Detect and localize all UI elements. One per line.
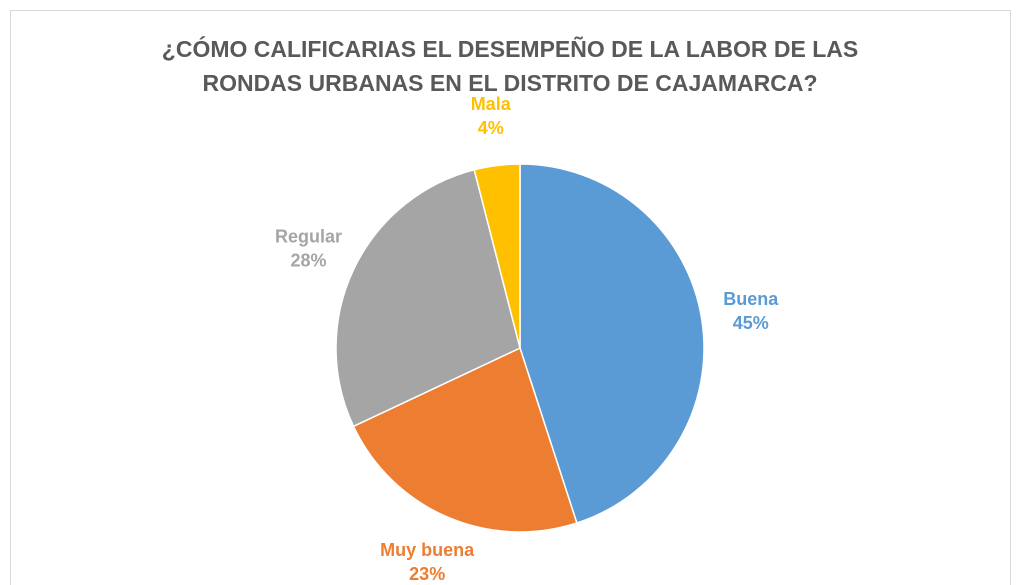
slice-value-label: 23% <box>409 564 445 584</box>
chart-border <box>10 10 1011 585</box>
slice-category-label: Muy buena <box>380 540 475 560</box>
slice-value-label: 45% <box>733 313 769 333</box>
slice-category-label: Mala <box>471 94 512 114</box>
pie-slice <box>352 346 578 533</box>
slice-category-label: Regular <box>275 226 342 246</box>
slice-value-label: 28% <box>291 250 327 270</box>
slice-value-label: 4% <box>478 118 504 138</box>
pie-slice <box>473 163 521 349</box>
pie-slice <box>519 163 705 524</box>
chart-title: ¿CÓMO CALIFICARIAS EL DESEMPEÑO DE LA LA… <box>161 36 859 96</box>
pie-slice <box>335 168 521 428</box>
slice-category-label: Buena <box>723 289 779 309</box>
